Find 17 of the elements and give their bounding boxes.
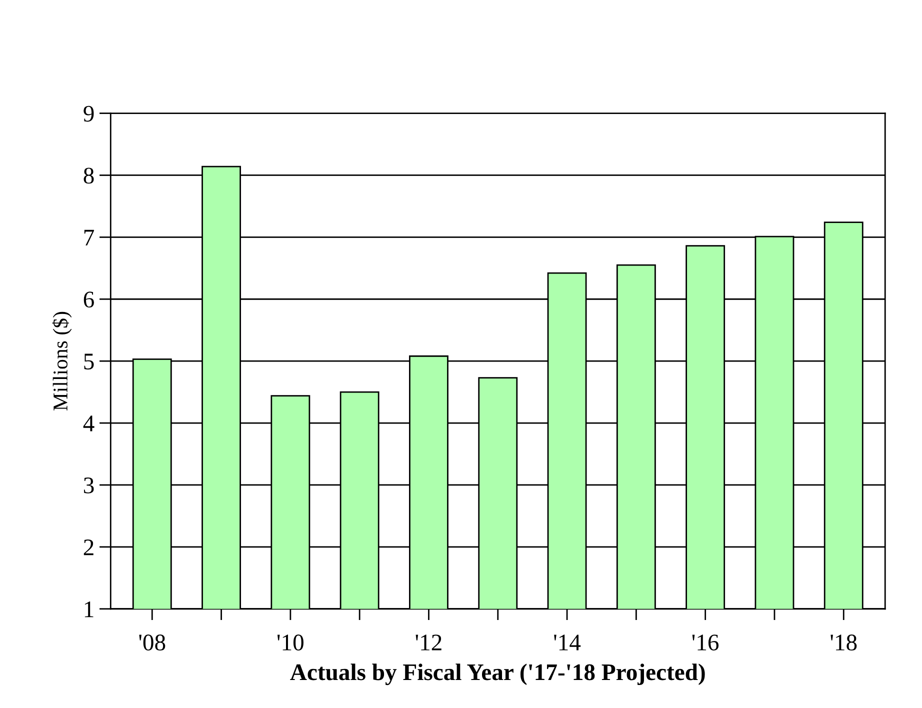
y-tick-label: 4 [83, 416, 94, 432]
x-tick-label: '14 [554, 634, 581, 650]
x-tick-label: '12 [416, 634, 442, 650]
y-tick-label: 1 [84, 601, 94, 618]
x-axis-title: Actuals by Fiscal Year ('17-'18 Projected) [290, 664, 705, 686]
y-tick-label: 6 [84, 292, 94, 308]
x-tick-label: '10 [277, 634, 304, 650]
y-tick-label: 2 [84, 539, 94, 556]
x-tick-label: '08 [139, 634, 166, 650]
y-tick-label: 5 [84, 354, 94, 370]
y-axis-title: Millions ($) [52, 312, 72, 411]
x-tick-label: '18 [830, 634, 857, 650]
y-tick-label: 3 [84, 478, 94, 494]
y-tick-label: 7 [84, 230, 94, 246]
y-tick-label: 9 [84, 106, 94, 122]
x-tick-label: '16 [692, 634, 719, 650]
y-tick-label: 8 [84, 168, 94, 184]
